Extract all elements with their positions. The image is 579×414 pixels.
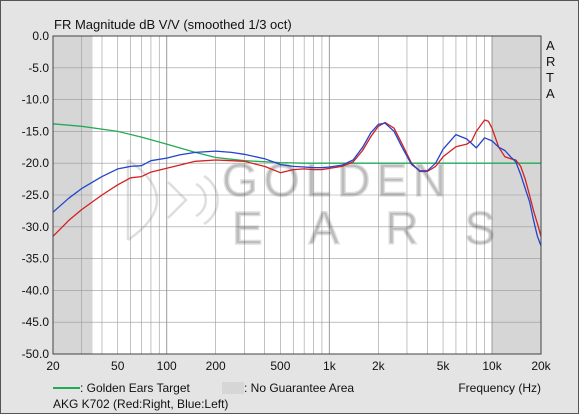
y-tick-label: -35.0 [22, 252, 50, 266]
series-line-left [52, 122, 542, 247]
x-axis-label: Frequency (Hz) [458, 381, 541, 395]
y-tick-label: -20.0 [22, 156, 50, 170]
y-tick-label: -5.0 [28, 61, 49, 75]
x-tick-label: 1k [323, 359, 337, 373]
x-tick-label: 20 [46, 359, 60, 373]
legend-target-label: : Golden Ears Target [80, 381, 191, 395]
y-tick-label: -30.0 [22, 220, 50, 234]
y-tick-label: -10.0 [22, 93, 50, 107]
series-line-right [52, 119, 542, 237]
watermark-text-ears: EARS [232, 202, 541, 254]
chart-caption: AKG K702 (Red:Right, Blue:Left) [53, 397, 228, 411]
watermark: GOLDEN EARS [126, 153, 541, 255]
x-tick-label: 5k [437, 359, 451, 373]
legend-area-label: : No Guarantee Area [244, 381, 354, 395]
x-tick-label: 500 [270, 359, 290, 373]
y-tick-label: -50.0 [22, 347, 50, 361]
x-tick-label: 20k [531, 359, 551, 373]
side-label-letter: T [546, 70, 554, 85]
x-tick-label: 50 [111, 359, 125, 373]
legend-area-swatch [222, 382, 244, 394]
plot-border [52, 35, 542, 355]
chart-title: FR Magnitude dB V/V (smoothed 1/3 oct) [54, 17, 292, 32]
x-tick-label: 2k [372, 359, 386, 373]
y-tick-label: -45.0 [22, 315, 50, 329]
side-label-letter: A [546, 86, 555, 101]
y-tick-label: 0.0 [32, 29, 49, 43]
y-tick-label: -25.0 [22, 188, 50, 202]
watermark-logo-icon [126, 158, 219, 242]
side-label-letter: A [546, 38, 555, 53]
y-tick-label: -40.0 [22, 283, 50, 297]
x-tick-label: 200 [206, 359, 226, 373]
side-label-letter: R [546, 54, 555, 69]
y-tick-label: -15.0 [22, 124, 50, 138]
x-tick-label: 10k [482, 359, 502, 373]
x-tick-label: 100 [157, 359, 177, 373]
